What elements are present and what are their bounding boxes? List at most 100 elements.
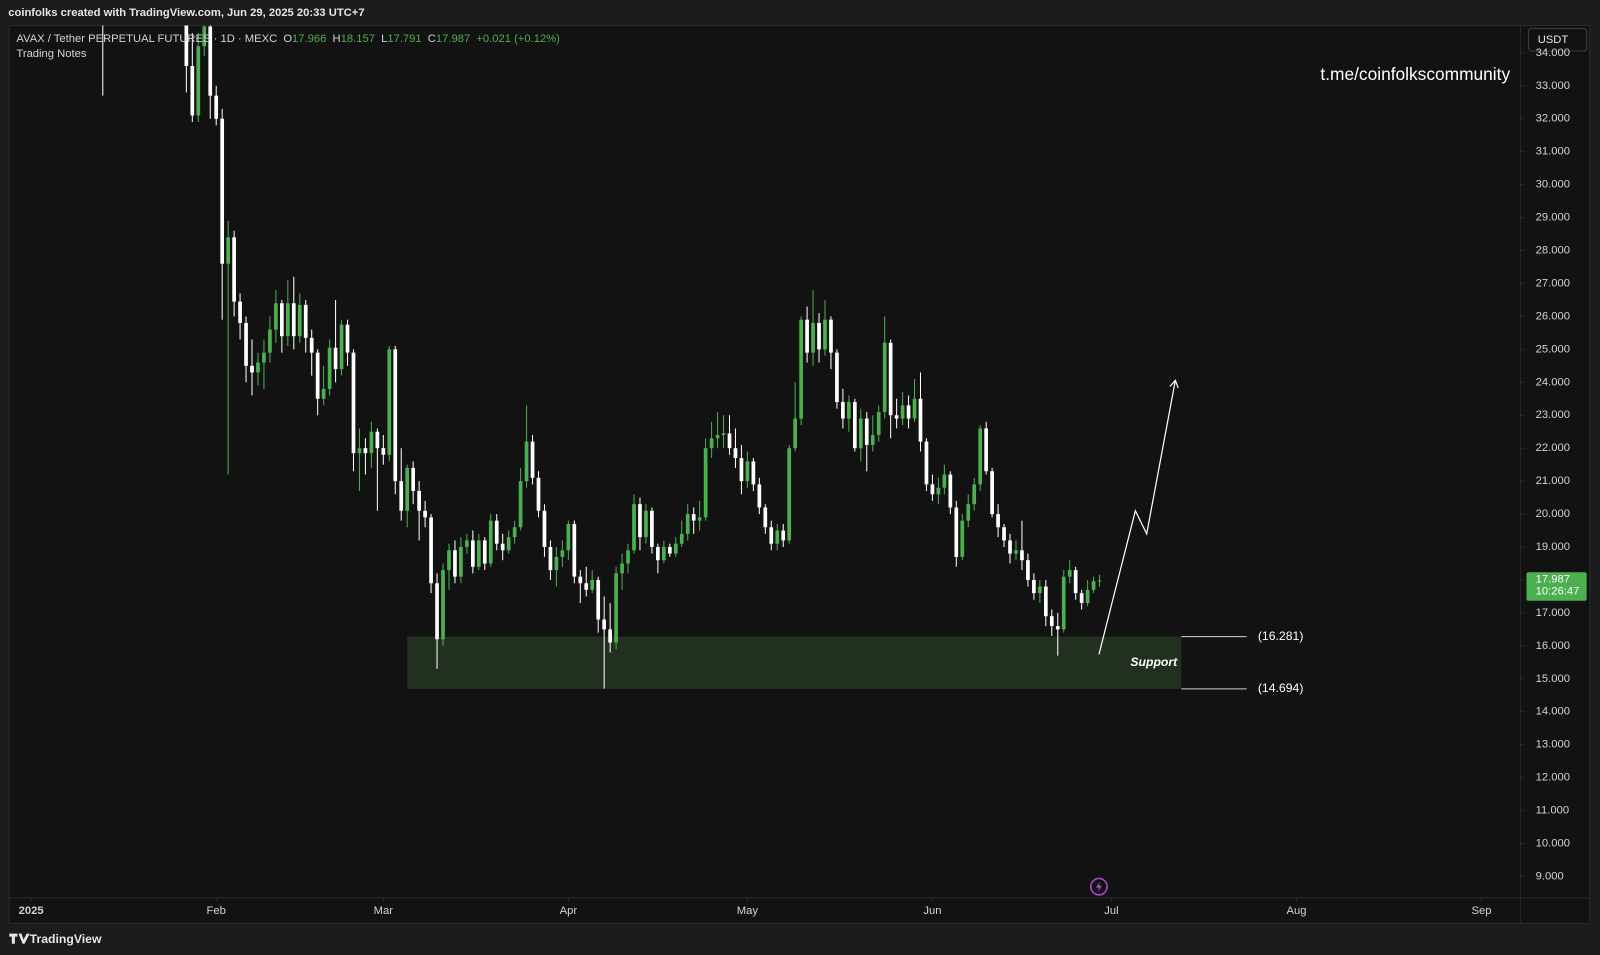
candle-body bbox=[268, 329, 272, 353]
candle-body bbox=[1038, 586, 1042, 594]
candle-body bbox=[906, 405, 911, 419]
candle-body bbox=[626, 550, 630, 564]
candle-body bbox=[530, 441, 535, 478]
candle-body bbox=[494, 520, 499, 544]
candle-body bbox=[847, 402, 851, 419]
x-tick-label: Mar bbox=[374, 905, 394, 917]
zone-label: Support bbox=[1130, 655, 1178, 669]
candle-body bbox=[870, 435, 875, 445]
candle-body bbox=[763, 507, 768, 528]
y-tick-label: 16.000 bbox=[1536, 640, 1570, 652]
ohlc-value: 17.966 bbox=[292, 33, 326, 45]
candle-body bbox=[1085, 589, 1090, 604]
candle-body bbox=[524, 441, 529, 482]
candle-body bbox=[590, 579, 595, 590]
candle-body bbox=[656, 547, 660, 561]
candle-body bbox=[602, 619, 607, 630]
credit: coinfolks created with TradingView.com, … bbox=[8, 7, 364, 19]
zone-bottom-label: (14.694) bbox=[1258, 681, 1304, 695]
currency[interactable]: USDT bbox=[1538, 34, 1569, 46]
candle-body bbox=[775, 530, 780, 544]
candle-body bbox=[852, 402, 857, 449]
ohlc-label: L bbox=[381, 33, 387, 45]
candle-body bbox=[447, 550, 451, 571]
candle-body bbox=[375, 431, 380, 449]
watermark: t.me/coinfolkscommunity bbox=[1320, 64, 1510, 84]
candle-body bbox=[781, 530, 786, 541]
candle-body bbox=[954, 507, 959, 557]
y-tick-label: 11.000 bbox=[1536, 805, 1569, 817]
ohlc-label: H bbox=[333, 33, 341, 45]
candle-body bbox=[220, 118, 225, 264]
candle-body bbox=[739, 458, 744, 482]
candle-body bbox=[697, 517, 702, 521]
y-tick-label: 22.000 bbox=[1536, 442, 1570, 454]
tv-logo bbox=[9, 933, 30, 944]
candle-body bbox=[721, 433, 726, 436]
candle-body bbox=[387, 349, 392, 455]
candle-body bbox=[596, 579, 601, 620]
candle-body bbox=[435, 583, 439, 640]
y-tick-label: 25.000 bbox=[1536, 343, 1570, 355]
projection-arrowhead bbox=[1169, 379, 1179, 389]
candle-body bbox=[1032, 579, 1036, 594]
legend-line: AVAX / Tether PERPETUAL FUTURES · 1D · M… bbox=[16, 33, 560, 45]
candle-body bbox=[488, 520, 493, 564]
candle-body bbox=[202, 26, 207, 47]
candle-body bbox=[948, 474, 953, 508]
candle-body bbox=[709, 438, 714, 449]
projection-path bbox=[1098, 380, 1176, 655]
x-tick-label: May bbox=[737, 905, 759, 917]
candle-body bbox=[560, 550, 565, 557]
candle-body bbox=[733, 448, 738, 459]
y-tick-label: 31.000 bbox=[1536, 146, 1570, 158]
last-price: 17.987 bbox=[1536, 573, 1570, 585]
ohlc-label: O bbox=[283, 33, 292, 45]
candle-body bbox=[250, 365, 254, 373]
candle-body bbox=[769, 527, 774, 544]
candle-body bbox=[274, 303, 278, 330]
candle-body bbox=[996, 514, 1000, 528]
candle-body bbox=[506, 537, 511, 551]
y-tick-label: 10.000 bbox=[1536, 837, 1570, 849]
footer-brand: TradingView bbox=[30, 932, 102, 946]
candle-body bbox=[429, 517, 433, 584]
candle-body bbox=[291, 303, 296, 337]
y-tick-label: 9.000 bbox=[1536, 870, 1564, 882]
candle-body bbox=[232, 237, 236, 302]
candle-body bbox=[608, 629, 612, 643]
candle-body bbox=[459, 547, 463, 577]
candle-body bbox=[482, 540, 487, 564]
indicator: Trading Notes bbox=[16, 48, 86, 60]
candle-body bbox=[1091, 581, 1096, 590]
candle-body bbox=[226, 237, 230, 264]
ohlc-value: 17.987 bbox=[436, 33, 470, 45]
x-tick-label: Aug bbox=[1287, 905, 1307, 917]
support-zone bbox=[407, 636, 1182, 689]
candle-body bbox=[745, 461, 750, 482]
candle-body bbox=[614, 573, 618, 643]
candle-body bbox=[805, 319, 809, 353]
candle-body bbox=[858, 418, 863, 449]
candle-body bbox=[673, 543, 678, 554]
candle-body bbox=[984, 428, 988, 472]
candle-body bbox=[190, 66, 195, 116]
candle-body bbox=[757, 484, 762, 508]
candle-body bbox=[196, 46, 201, 116]
y-tick-label: 20.000 bbox=[1536, 508, 1570, 520]
candle-body bbox=[882, 342, 887, 412]
candle-body bbox=[441, 570, 445, 640]
y-tick-label: 33.000 bbox=[1536, 80, 1570, 92]
currency-box[interactable] bbox=[1527, 28, 1588, 52]
candle-body bbox=[751, 461, 756, 485]
candle-body bbox=[1043, 586, 1048, 617]
candle-body bbox=[888, 342, 893, 416]
candle-body bbox=[799, 319, 803, 419]
candle-body bbox=[339, 324, 344, 370]
lightning-icon[interactable] bbox=[1090, 877, 1108, 896]
candle-body bbox=[835, 352, 839, 403]
candle-body bbox=[727, 433, 732, 449]
candle-body bbox=[297, 304, 302, 337]
